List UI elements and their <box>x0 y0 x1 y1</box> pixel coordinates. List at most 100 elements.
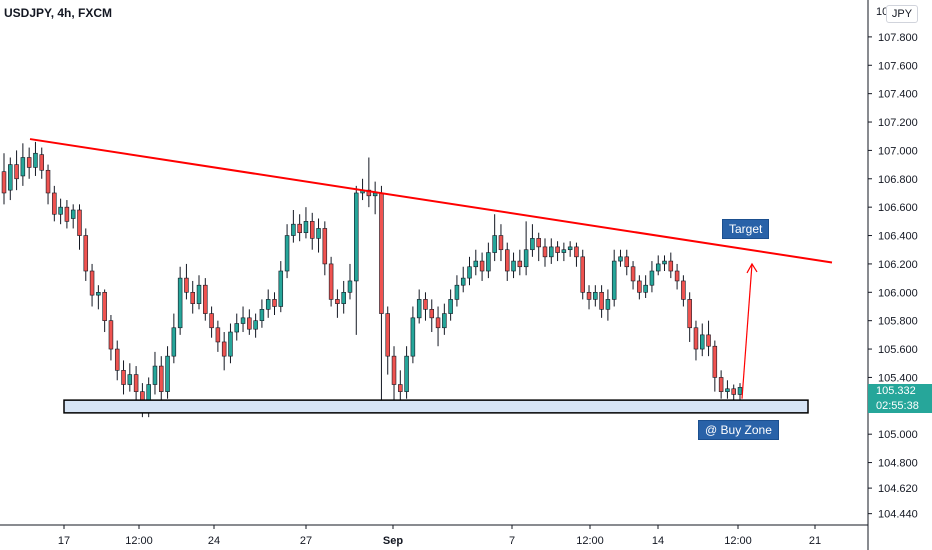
candle <box>618 249 623 267</box>
candle <box>429 299 435 333</box>
candle <box>284 224 290 279</box>
chart-title: USDJPY, 4h, FXCM <box>4 6 113 20</box>
candle <box>133 366 139 403</box>
candle <box>467 256 472 286</box>
y-tick-label: 107.600 <box>878 60 918 72</box>
candle <box>177 266 183 335</box>
candle <box>83 228 89 281</box>
candle <box>1 153 7 205</box>
candle-series <box>1 141 743 418</box>
candle <box>423 292 428 321</box>
candle <box>700 323 705 357</box>
y-tick-label: 105.400 <box>878 372 918 384</box>
candle <box>354 185 359 335</box>
candle <box>196 275 202 310</box>
candle <box>20 143 26 186</box>
y-tick-label: 106.800 <box>878 174 918 186</box>
candle <box>303 207 309 239</box>
candle <box>335 289 340 318</box>
candle <box>687 292 692 342</box>
x-tick-label: 14 <box>652 535 664 547</box>
candle <box>416 289 422 324</box>
candle <box>662 255 667 272</box>
candle <box>706 320 711 357</box>
candle <box>693 320 699 361</box>
target-arrow[interactable] <box>741 262 758 399</box>
x-axis-ticks[interactable]: 17 12:00 24 27 Sep 7 12:00 14 12:00 21 <box>58 525 821 547</box>
plot-area[interactable] <box>0 0 868 525</box>
y-tick-label: 105.600 <box>878 344 918 356</box>
candle <box>737 383 743 401</box>
x-tick-label: 7 <box>509 535 515 547</box>
candle <box>341 280 346 314</box>
candle <box>45 164 51 205</box>
candle <box>347 263 353 300</box>
y-tick-label: 105.000 <box>878 429 918 441</box>
candle <box>203 278 208 321</box>
candle <box>127 363 133 392</box>
candle <box>215 320 221 352</box>
candle <box>486 242 491 279</box>
candle <box>190 280 195 314</box>
candle <box>542 238 548 267</box>
x-tick-label: 17 <box>58 535 70 547</box>
candle <box>253 313 258 338</box>
candle <box>479 252 485 281</box>
candle <box>391 346 397 409</box>
candle <box>265 289 271 318</box>
candle <box>611 249 617 307</box>
candle <box>599 285 604 318</box>
x-tick-label: 21 <box>809 535 821 547</box>
candle <box>530 224 535 257</box>
y-tick-label: 104.620 <box>878 483 918 495</box>
candle <box>114 340 120 381</box>
currency-badge[interactable]: JPY <box>886 5 918 23</box>
resistance-trendline[interactable] <box>29 138 833 264</box>
candle <box>171 313 177 364</box>
buy-zone-note[interactable]: @ Buy Zone <box>698 420 779 440</box>
candle <box>725 380 730 399</box>
candle <box>89 263 95 307</box>
candle <box>14 150 19 191</box>
y-tick-label: 106.200 <box>878 259 918 271</box>
target-note[interactable]: Target <box>722 219 770 239</box>
x-tick-label: 12:00 <box>724 535 752 547</box>
candle <box>712 340 718 392</box>
candle <box>58 198 63 225</box>
candle <box>33 141 38 176</box>
candle <box>567 241 573 257</box>
candle <box>259 299 265 328</box>
candle <box>209 306 214 338</box>
x-tick-label: Sep <box>383 535 403 547</box>
y-tick-label: 106.000 <box>878 287 918 299</box>
candle <box>605 289 611 321</box>
candle <box>8 157 13 201</box>
candle <box>297 214 302 242</box>
x-tick-label: 27 <box>300 535 312 547</box>
candle <box>26 147 32 179</box>
candle <box>454 275 460 307</box>
candle <box>385 306 390 375</box>
candle <box>586 285 592 310</box>
candle <box>574 242 579 267</box>
candle <box>681 275 686 307</box>
y-tick-label: 107.400 <box>878 89 918 101</box>
candle <box>536 232 541 262</box>
y-axis-ticks[interactable]: 104.440104.620104.800105.000105.200105.4… <box>868 32 918 521</box>
candle <box>448 289 453 321</box>
candle <box>593 285 598 307</box>
candle <box>39 147 44 179</box>
candle <box>52 185 57 222</box>
candle <box>234 313 240 341</box>
candle <box>247 309 252 335</box>
candle <box>159 356 164 406</box>
candle <box>366 157 372 208</box>
candle <box>152 351 158 395</box>
candle <box>637 275 642 300</box>
y-tick-label: 107.800 <box>878 32 918 44</box>
candle <box>511 252 516 279</box>
candle <box>398 370 403 403</box>
buy-zone-rect[interactable] <box>63 399 809 414</box>
candle <box>316 218 321 253</box>
